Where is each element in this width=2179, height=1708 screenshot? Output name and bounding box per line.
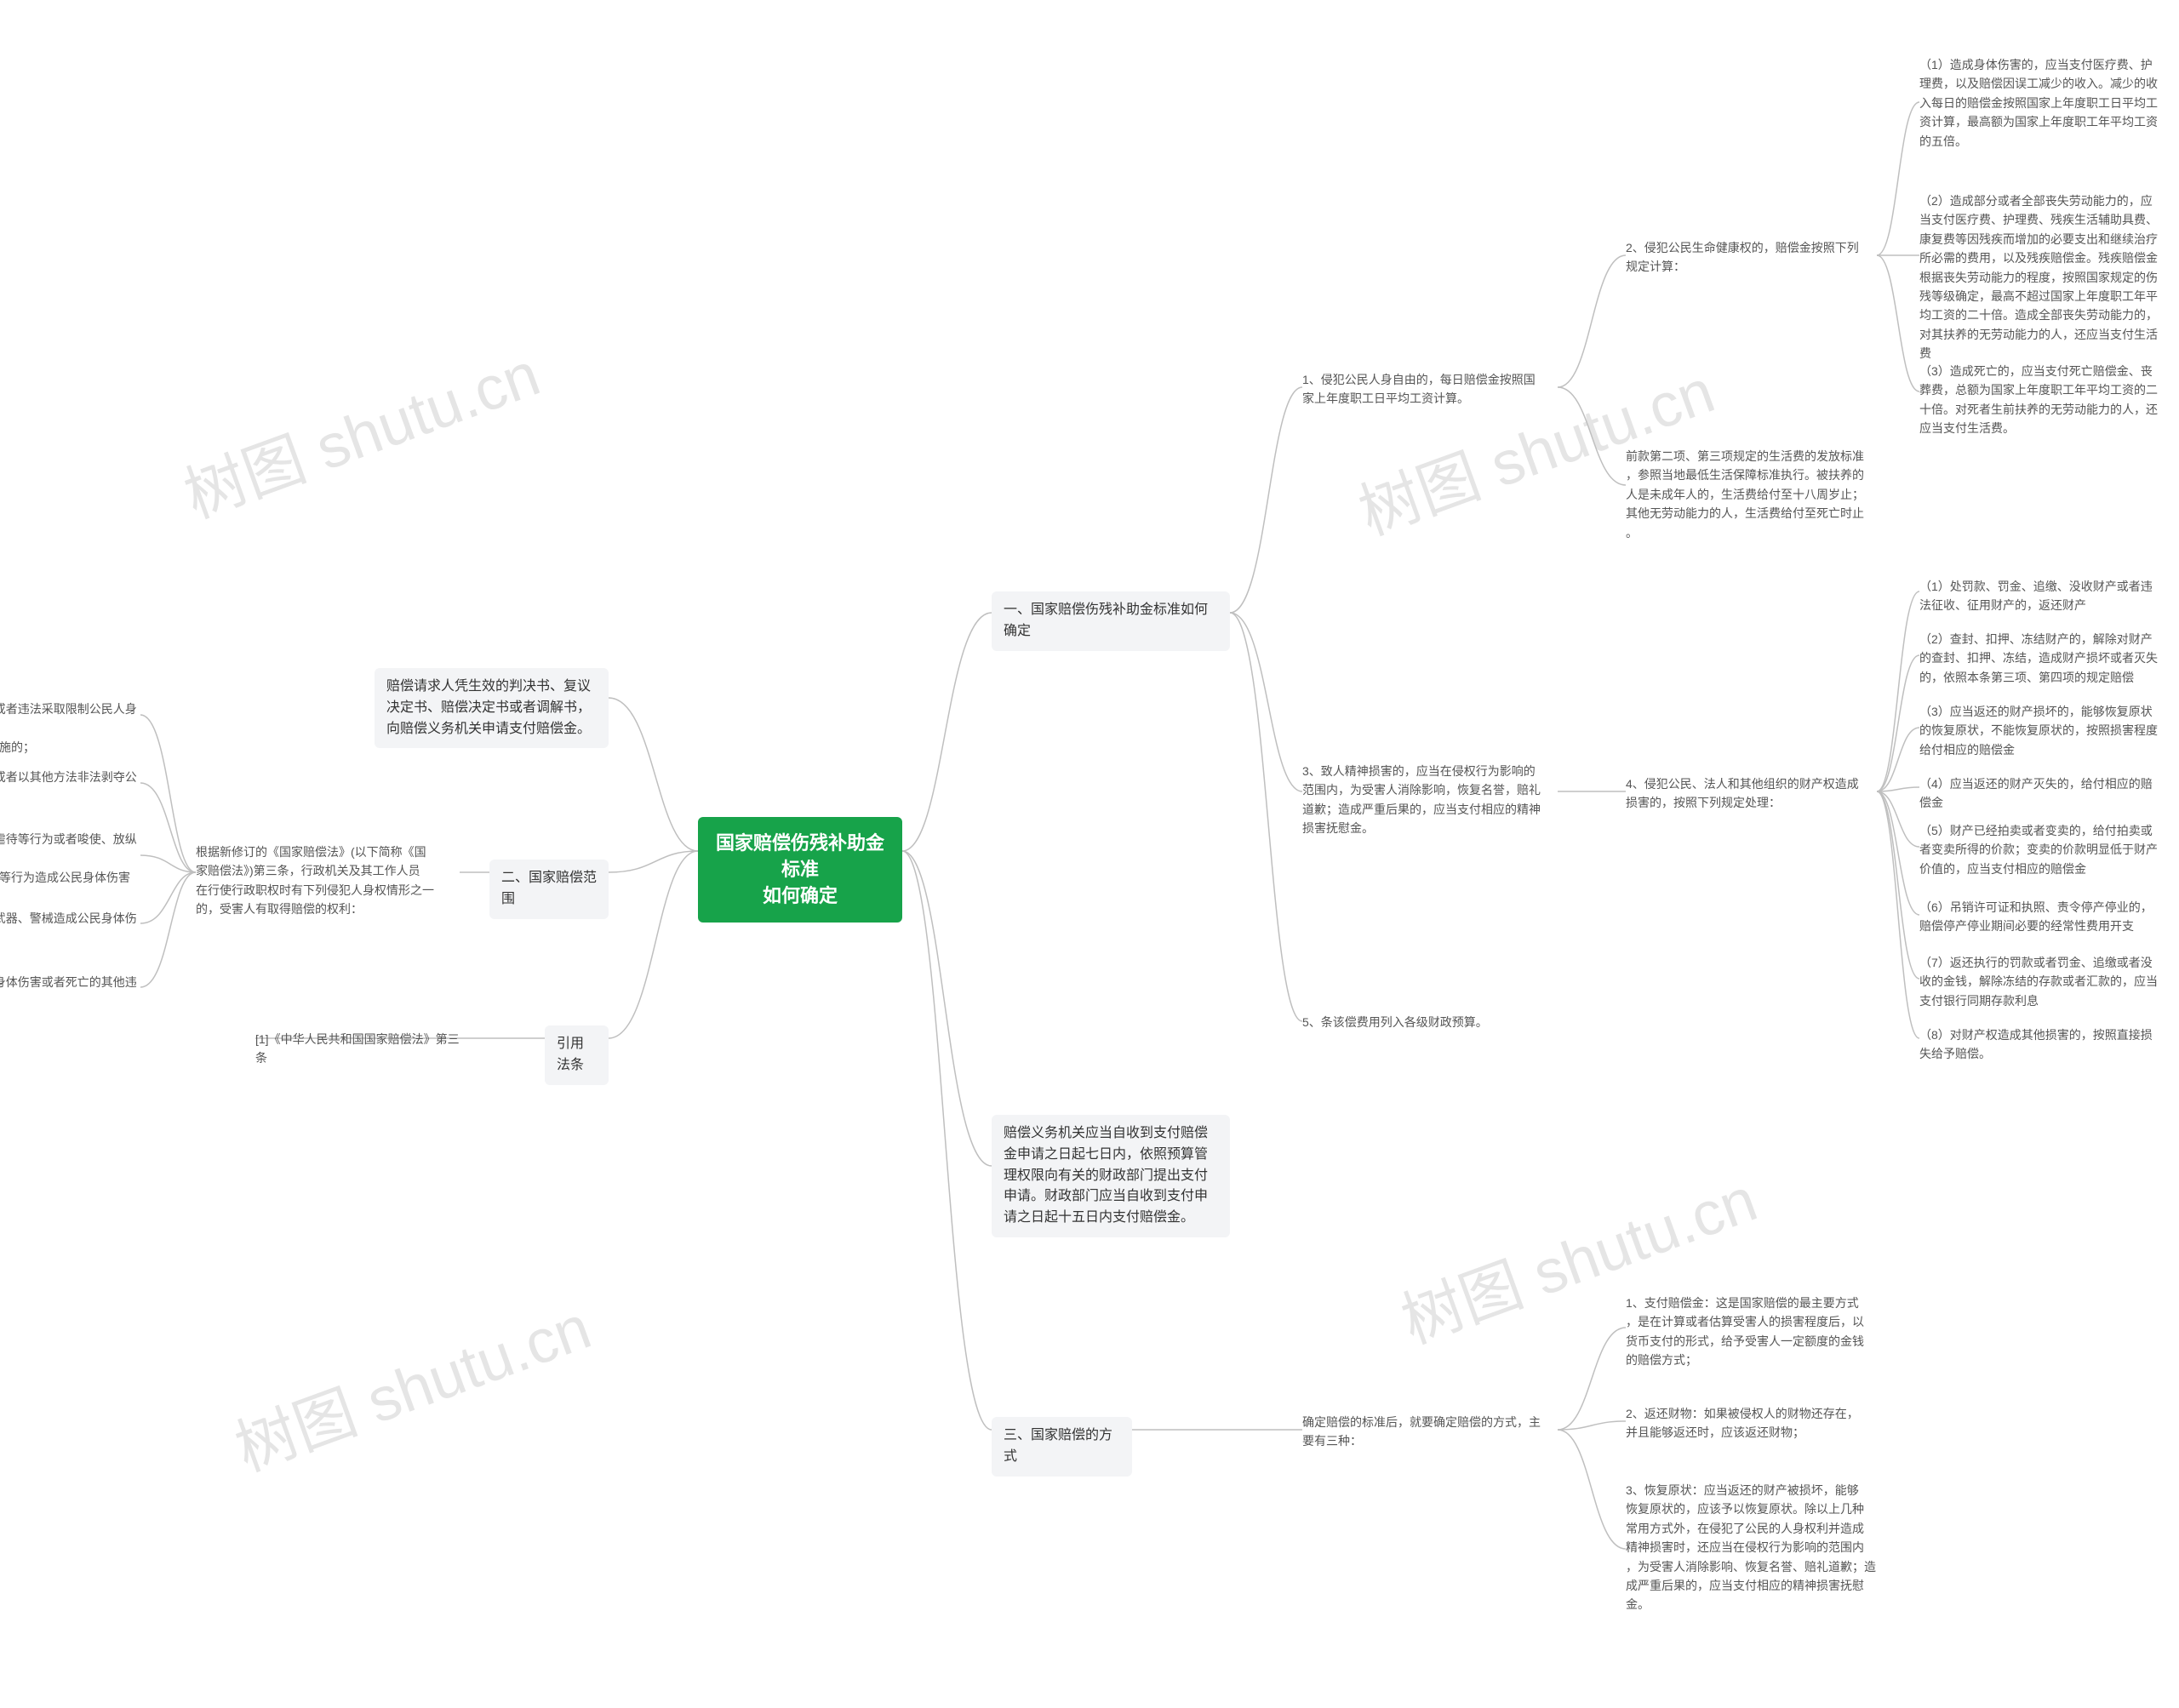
s4-j7: （7）返还执行的罚款或者罚金、追缴或者没收的金钱，解除冻结的存款或者汇款的，应当… bbox=[1919, 953, 2166, 1010]
s4-j6: （6）吊销许可证和执照、责令停产停业的，赔偿停产停业期间必要的经常性费用开支 bbox=[1919, 898, 2166, 936]
left-b2-title[interactable]: 二、国家赔偿范围 bbox=[489, 860, 609, 919]
b1-n1: 1、侵犯公民人身自由的，每日赔偿金按照国家上年度职工日平均工资计算。 bbox=[1302, 370, 1558, 408]
s2-i3: （3）造成死亡的，应当支付死亡赔偿金、丧葬费，总额为国家上年度职工年平均工资的二… bbox=[1919, 362, 2166, 438]
root-node[interactable]: 国家赔偿伤残补助金标准如何确定 bbox=[698, 817, 902, 923]
b1-n3: 3、致人精神损害的，应当在侵权行为影响的范围内，为受害人消除影响，恢复名誉，赔礼… bbox=[1302, 762, 1558, 838]
s4-j3: （3）应当返还的财产损坏的，能够恢复原状的恢复原状，不能恢复原状的，按照损害程度… bbox=[1919, 702, 2166, 759]
b3-m2: 2、返还财物：如果被侵权人的财物还存在，并且能够返还时，应该返还财物； bbox=[1626, 1404, 1881, 1442]
s4-j5: （5）财产已经拍卖或者变卖的，给付拍卖或者变卖所得的价款；变卖的价款明显低于财产… bbox=[1919, 821, 2166, 878]
left-k4: 4、违法使用武器、警械造成公民身体伤害或者死亡的； bbox=[0, 909, 140, 966]
left-k2: 2、非法拘禁或者以其他方法非法剥夺公民人身自由的； bbox=[0, 768, 140, 825]
branch-1-title[interactable]: 一、国家赔偿伤残补助金标准如何确定 bbox=[992, 591, 1230, 651]
b1-s2: 2、侵犯公民生命健康权的，赔偿金按照下列规定计算： bbox=[1626, 238, 1877, 277]
left-b2-n1: 根据新修订的《国家赔偿法》(以下简称《国家赔偿法》)第三条，行政机关及其工作人员… bbox=[196, 843, 460, 919]
s4-j4: （4）应当返还的财产灭失的，给付相应的赔偿金 bbox=[1919, 774, 2166, 813]
left-k1: 1、违法拘留或者违法采取限制公民人身自由的行政强制措施的； bbox=[0, 700, 140, 757]
b3-m3: 3、恢复原状：应当返还的财产被损坏，能够恢复原状的，应该予以恢复原状。除以上几种… bbox=[1626, 1481, 1890, 1614]
s2-i1: （1）造成身体伤害的，应当支付医疗费、护理费，以及赔偿因误工减少的收入。减少的收… bbox=[1919, 55, 2166, 151]
b1-s4: 4、侵犯公民、法人和其他组织的财产权造成损害的，按照下列规定处理： bbox=[1626, 774, 1877, 813]
b3-m1: 1、支付赔偿金：这是国家赔偿的最主要方式，是在计算或者估算受害人的损害程度后，以… bbox=[1626, 1294, 1881, 1370]
b1-snote: 前款第二项、第三项规定的生活费的发放标准，参照当地最低生活保障标准执行。被扶养的… bbox=[1626, 447, 1881, 542]
left-k5: 5、造成公民身体伤害或者死亡的其他违法行为。 bbox=[0, 973, 140, 1030]
watermark: 树图 shutu.cn bbox=[170, 324, 550, 535]
b1-n5: 5、条该偿费用列入各级财政预算。 bbox=[1302, 1013, 1558, 1031]
s4-j8: （8）对财产权造成其他损害的，按照直接损失给予赔偿。 bbox=[1919, 1025, 2166, 1064]
left-ref-item: [1]《中华人民共和国国家赔偿法》第三条 bbox=[255, 1030, 460, 1068]
b3-n1: 确定赔偿的标准后，就要确定赔偿的方式，主要有三种： bbox=[1302, 1413, 1558, 1451]
s4-j1: （1）处罚款、罚金、追缴、没收财产或者违法征收、征用财产的，返还财产 bbox=[1919, 577, 2166, 615]
watermark: 树图 shutu.cn bbox=[221, 1277, 601, 1488]
branch-3-title[interactable]: 三、国家赔偿的方式 bbox=[992, 1417, 1132, 1477]
left-top-title[interactable]: 赔偿请求人凭生效的判决书、复议决定书、赔偿决定书或者调解书，向赔偿义务机关申请支… bbox=[375, 668, 609, 748]
s4-j2: （2）查封、扣押、冻结财产的，解除对财产的查封、扣押、冻结，造成财产损坏或者灭失… bbox=[1919, 630, 2166, 687]
branch-payment-title[interactable]: 赔偿义务机关应当自收到支付赔偿金申请之日起七日内，依照预算管理权限向有关的财政部… bbox=[992, 1115, 1230, 1237]
s2-i2: （2）造成部分或者全部丧失劳动能力的，应当支付医疗费、护理费、残疾生活辅助具费、… bbox=[1919, 191, 2166, 363]
left-ref-title[interactable]: 引用法条 bbox=[545, 1025, 609, 1085]
